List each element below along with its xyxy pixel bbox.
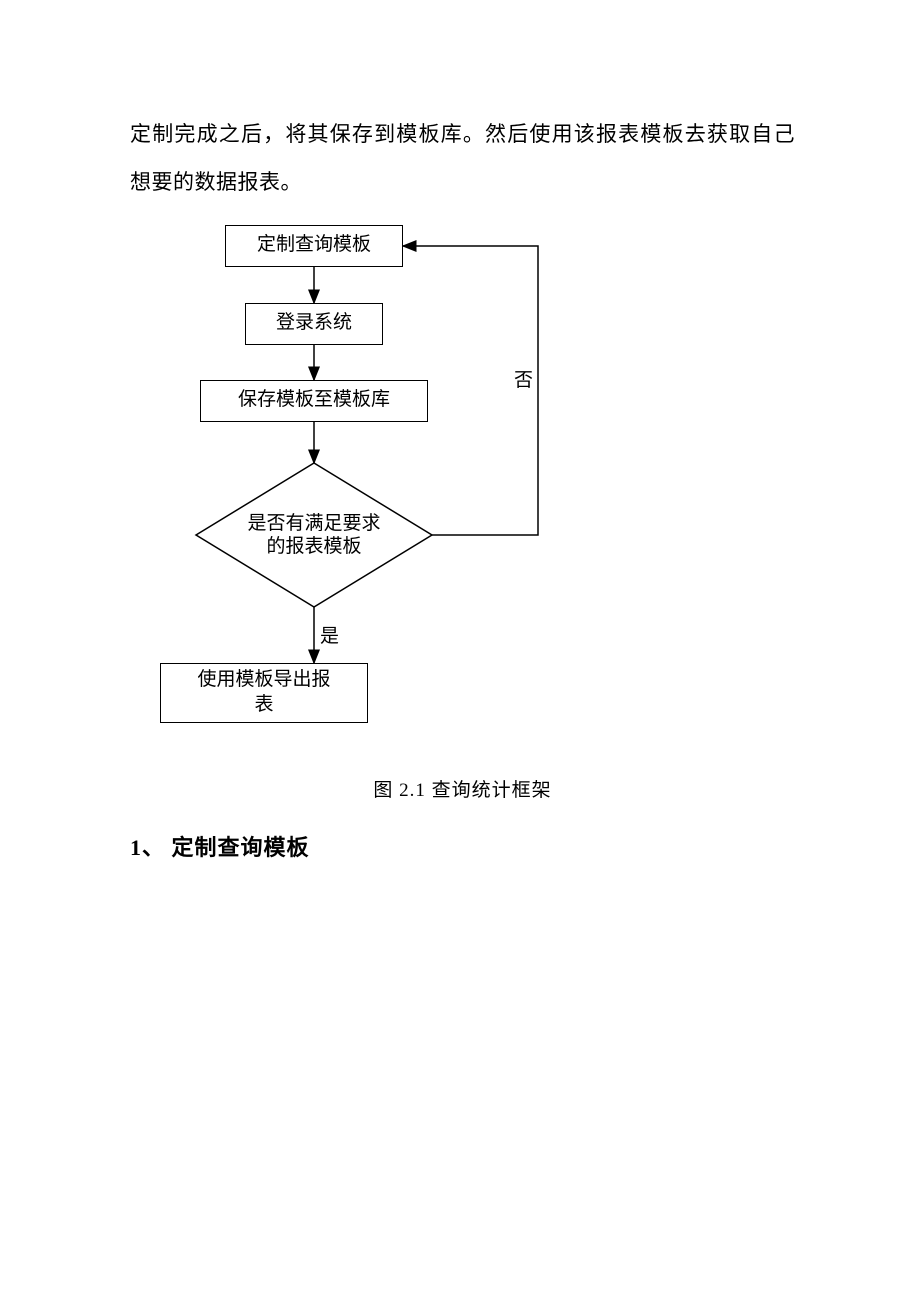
- figure-caption: 图 2.1 查询统计框架: [130, 775, 795, 802]
- node-save-template: 保存模板至模板库: [200, 380, 428, 422]
- flowchart: 定制查询模板 登录系统 保存模板至模板库 是否有满足要求 的报表模板 使用模板导…: [160, 225, 600, 755]
- edge-label-yes: 是: [318, 621, 341, 648]
- edge-label-no: 否: [512, 365, 535, 392]
- node-custom-query-template: 定制查询模板: [225, 225, 403, 267]
- intro-paragraph: 定制完成之后，将其保存到模板库。然后使用该报表模板去获取自己想要的数据报表。: [130, 110, 795, 207]
- node-label: 登录系统: [276, 311, 352, 336]
- node-label: 定制查询模板: [257, 233, 371, 258]
- node-label: 保存模板至模板库: [238, 388, 390, 413]
- node-export-report: 使用模板导出报 表: [160, 663, 368, 723]
- decision-label-line1: 是否有满足要求: [247, 513, 380, 534]
- node-label-line1: 使用模板导出报: [197, 669, 330, 690]
- decision-label: 是否有满足要求 的报表模板: [232, 512, 396, 560]
- page-content: 定制完成之后，将其保存到模板库。然后使用该报表模板去获取自己想要的数据报表。 定…: [0, 0, 920, 862]
- node-label-line2: 表: [254, 694, 273, 715]
- decision-label-line2: 的报表模板: [266, 536, 361, 557]
- section-heading: 1、 定制查询模板: [130, 830, 795, 862]
- node-login-system: 登录系统: [245, 303, 383, 345]
